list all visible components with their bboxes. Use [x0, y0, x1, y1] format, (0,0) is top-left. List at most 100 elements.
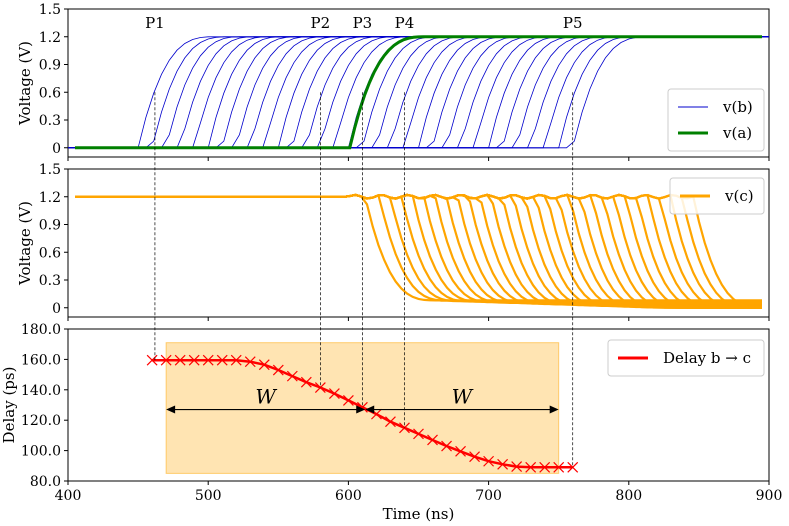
- delay-point: [272, 364, 284, 376]
- delay-point: [525, 461, 537, 473]
- top-voltage-panel: 0 0.3 0.6 0.9 1.2 1.5 Voltage (V) P1 P2 P3 P4 P5 v(b…: [16, 2, 770, 161]
- axes-frame: [67, 328, 770, 482]
- marker-stroke: [300, 376, 312, 388]
- vb-curve: [68, 36, 769, 149]
- delay-point: [230, 354, 242, 366]
- marker-stroke: [272, 364, 284, 376]
- marker-stroke: [371, 408, 382, 420]
- delay-point: [511, 461, 523, 472]
- legend-label: Delay b → c: [663, 349, 751, 367]
- axes-frame: [67, 168, 770, 318]
- y-tick-label: 0: [52, 141, 61, 157]
- w-label: W: [452, 385, 474, 409]
- vb-curve: [68, 36, 769, 149]
- vb-curve: [68, 36, 769, 149]
- arrow-head: [356, 405, 366, 414]
- vc-curve: [75, 193, 762, 306]
- legend-label: v(c): [724, 187, 754, 205]
- y-tick-label: 120.0: [21, 413, 61, 429]
- vb-curve: [68, 36, 769, 149]
- marker-stroke: [497, 458, 509, 470]
- marker-stroke: [455, 445, 466, 457]
- legend-label: v(a): [722, 124, 752, 142]
- y-tick-label: 0.9: [39, 58, 61, 74]
- delay-point: [174, 354, 186, 366]
- legend-frame: [669, 177, 765, 215]
- vc-curve: [75, 193, 762, 305]
- marker-stroke: [202, 354, 214, 366]
- vb-curve: [68, 36, 769, 149]
- legend: Delay b → c: [607, 339, 765, 377]
- delay-point: [567, 461, 579, 473]
- y-tick-label: 1.5: [39, 162, 61, 178]
- vb-curve: [68, 36, 769, 149]
- w-arrow: W: [166, 385, 366, 414]
- vc-curve: [75, 193, 762, 307]
- vb-curve: [68, 36, 769, 149]
- delay-panel: 80.0 100.0 120.0 140.0 160.0 180.0 Delay (ps) W…: [0, 322, 770, 490]
- legend-frame: [667, 88, 765, 152]
- delay-point: [413, 428, 424, 440]
- vc-curve: [75, 193, 762, 307]
- vc-curve: [75, 193, 762, 303]
- y-tick-label: 0: [52, 301, 61, 317]
- y-tick-label: 0.6: [39, 85, 61, 101]
- vc-curve: [75, 193, 762, 305]
- legend: v(b) v(a): [667, 88, 765, 152]
- y-tick-label: 140.0: [21, 383, 61, 399]
- delay-point: [385, 416, 396, 428]
- delay-point: [441, 440, 452, 452]
- x-tick-label: 500: [195, 488, 222, 504]
- marker-stroke: [469, 451, 481, 463]
- vb-curve: [68, 36, 769, 149]
- marker-stroke: [539, 461, 551, 473]
- vb-curve: [68, 36, 769, 149]
- delay-point: [455, 445, 466, 457]
- marker-stroke: [511, 461, 523, 472]
- delay-point: [188, 354, 200, 366]
- y-tick-label: 160.0: [21, 352, 61, 368]
- delay-point: [160, 354, 172, 366]
- delay-point: [342, 395, 354, 406]
- vb-curve: [68, 36, 769, 149]
- y-tick-label: 0.9: [39, 218, 61, 234]
- marker-stroke: [525, 461, 537, 473]
- arrow-head: [549, 405, 559, 414]
- y-tick-label: 180.0: [21, 322, 61, 338]
- vb-curve: [68, 36, 769, 149]
- vb-curve: [68, 36, 769, 149]
- vb-curve: [68, 36, 769, 149]
- vc-curve: [75, 193, 762, 304]
- delay-point: [216, 354, 228, 366]
- delay-point: [202, 354, 214, 366]
- guide-lines: [154, 92, 574, 468]
- vb-curve: [68, 36, 769, 149]
- delay-point: [497, 458, 509, 470]
- marker-stroke: [553, 461, 565, 473]
- w-label: W: [255, 385, 277, 409]
- vb-curve: [68, 36, 769, 149]
- delay-point: [427, 434, 438, 446]
- delay-point: [539, 461, 551, 473]
- marker-stroke: [188, 354, 200, 366]
- x-tick-label: 400: [55, 488, 82, 504]
- marker-stroke: [230, 354, 242, 366]
- annotation-p2: P2: [311, 14, 331, 32]
- marker-stroke: [413, 428, 424, 440]
- marker-stroke: [174, 354, 186, 366]
- y-tick-label: 80.0: [30, 474, 61, 490]
- delay-point: [286, 370, 298, 382]
- vb-curve: [68, 36, 769, 149]
- vc-curve: [75, 193, 762, 303]
- legend: v(c): [669, 177, 765, 215]
- annotation-p5: P5: [563, 14, 583, 32]
- x-axis-label: Time (ns): [383, 505, 455, 523]
- w-arrow: W: [365, 385, 559, 414]
- vc-curve: [75, 193, 762, 304]
- vb-curve: [68, 36, 769, 149]
- marker-stroke: [342, 395, 354, 406]
- va-curve: [75, 35, 762, 150]
- vb-curve: [68, 36, 769, 149]
- vb-curve: [68, 36, 769, 149]
